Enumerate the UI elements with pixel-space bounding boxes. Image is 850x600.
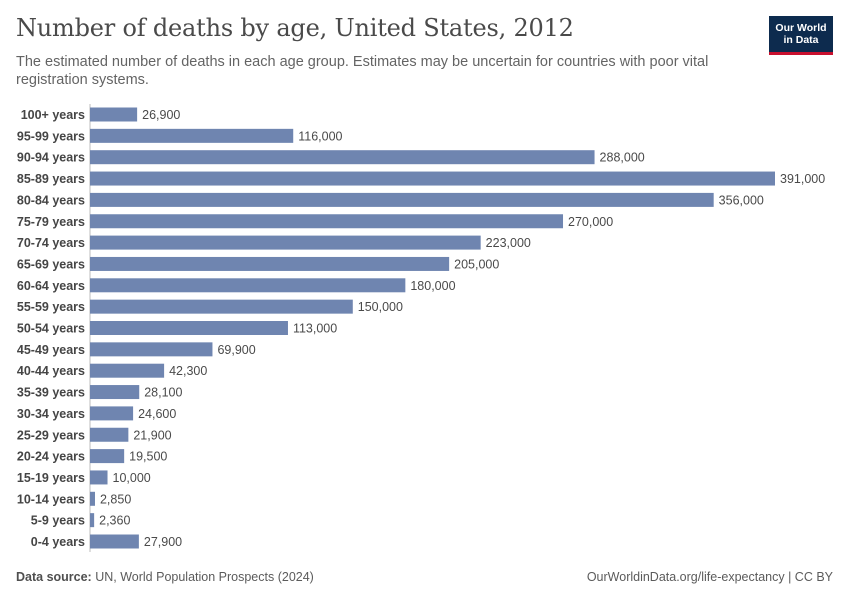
value-label: 19,500 — [129, 450, 167, 464]
owid-logo[interactable]: Our World in Data — [769, 16, 833, 55]
value-label: 223,000 — [486, 236, 531, 250]
value-label: 116,000 — [298, 129, 342, 143]
value-label: 2,850 — [100, 492, 131, 506]
bar[interactable] — [90, 363, 165, 378]
category-label: 15-19 years — [17, 471, 85, 485]
value-label: 27,900 — [144, 535, 182, 549]
bar[interactable] — [90, 299, 353, 314]
data-source-label: Data source: — [16, 570, 92, 584]
value-label: 10,000 — [113, 471, 151, 485]
bar[interactable] — [90, 278, 406, 293]
value-label: 21,900 — [133, 428, 171, 442]
category-label: 90-94 years — [17, 151, 85, 165]
bar[interactable] — [90, 385, 140, 400]
bar[interactable] — [90, 171, 775, 186]
category-label: 75-79 years — [17, 215, 85, 229]
bars-layer: 100+ years 26,900 95-99 years 116,000 90-94 … — [17, 107, 825, 549]
value-label: 356,000 — [719, 193, 764, 207]
category-label: 10-14 years — [17, 492, 85, 506]
category-label: 45-49 years — [17, 343, 85, 357]
value-label: 205,000 — [454, 257, 499, 271]
category-label: 50-54 years — [17, 322, 85, 336]
category-label: 100+ years — [21, 108, 85, 122]
footer-link[interactable]: OurWorldinData.org/life-expectancy | CC … — [586, 570, 833, 584]
value-label: 150,000 — [358, 300, 403, 314]
bar[interactable] — [90, 491, 95, 506]
data-source-text[interactable]: UN, World Population Prospects (2024) — [95, 570, 314, 584]
value-label: 113,000 — [293, 322, 337, 336]
value-label: 69,900 — [217, 343, 255, 357]
category-label: 5-9 years — [31, 514, 85, 528]
category-label: 60-64 years — [17, 279, 85, 293]
value-label: 26,900 — [142, 108, 180, 122]
value-label: 391,000 — [780, 172, 825, 186]
data-source: Data source: UN, World Population Prospe… — [16, 570, 314, 584]
bar[interactable] — [90, 321, 288, 335]
value-label: 24,600 — [138, 407, 176, 421]
bar[interactable] — [90, 150, 595, 165]
value-label: 180,000 — [410, 279, 455, 293]
chart-title: Number of deaths by age, United States, … — [16, 14, 574, 42]
bar[interactable] — [90, 449, 125, 464]
bar[interactable] — [90, 470, 108, 485]
logo-line-2: in Data — [783, 34, 819, 46]
value-label: 288,000 — [600, 151, 645, 165]
bar[interactable] — [90, 192, 714, 207]
bar[interactable] — [90, 256, 450, 271]
value-label: 28,100 — [144, 386, 182, 400]
category-label: 55-59 years — [17, 300, 85, 314]
value-label: 2,360 — [99, 514, 130, 528]
bar[interactable] — [90, 342, 213, 357]
bar[interactable] — [90, 534, 139, 549]
bar[interactable] — [90, 513, 95, 528]
category-label: 70-74 years — [17, 236, 85, 250]
category-label: 85-89 years — [17, 172, 85, 186]
logo-line-1: Our World — [775, 22, 827, 34]
category-label: 80-84 years — [17, 193, 85, 207]
category-label: 95-99 years — [17, 129, 85, 143]
bar[interactable] — [90, 214, 564, 229]
value-label: 270,000 — [568, 215, 613, 229]
value-label: 42,300 — [169, 364, 207, 378]
bar[interactable] — [90, 427, 129, 442]
category-label: 30-34 years — [17, 407, 85, 421]
bar[interactable] — [90, 107, 138, 122]
category-label: 65-69 years — [17, 257, 85, 271]
category-label: 25-29 years — [17, 428, 85, 442]
category-label: 20-24 years — [17, 450, 85, 464]
category-label: 35-39 years — [17, 386, 85, 400]
bar[interactable] — [90, 406, 134, 421]
bar[interactable] — [90, 128, 294, 143]
chart-subtitle: The estimated number of deaths in each a… — [16, 54, 709, 88]
category-label: 0-4 years — [31, 535, 85, 549]
category-label: 40-44 years — [17, 364, 85, 378]
bar[interactable] — [90, 235, 481, 250]
